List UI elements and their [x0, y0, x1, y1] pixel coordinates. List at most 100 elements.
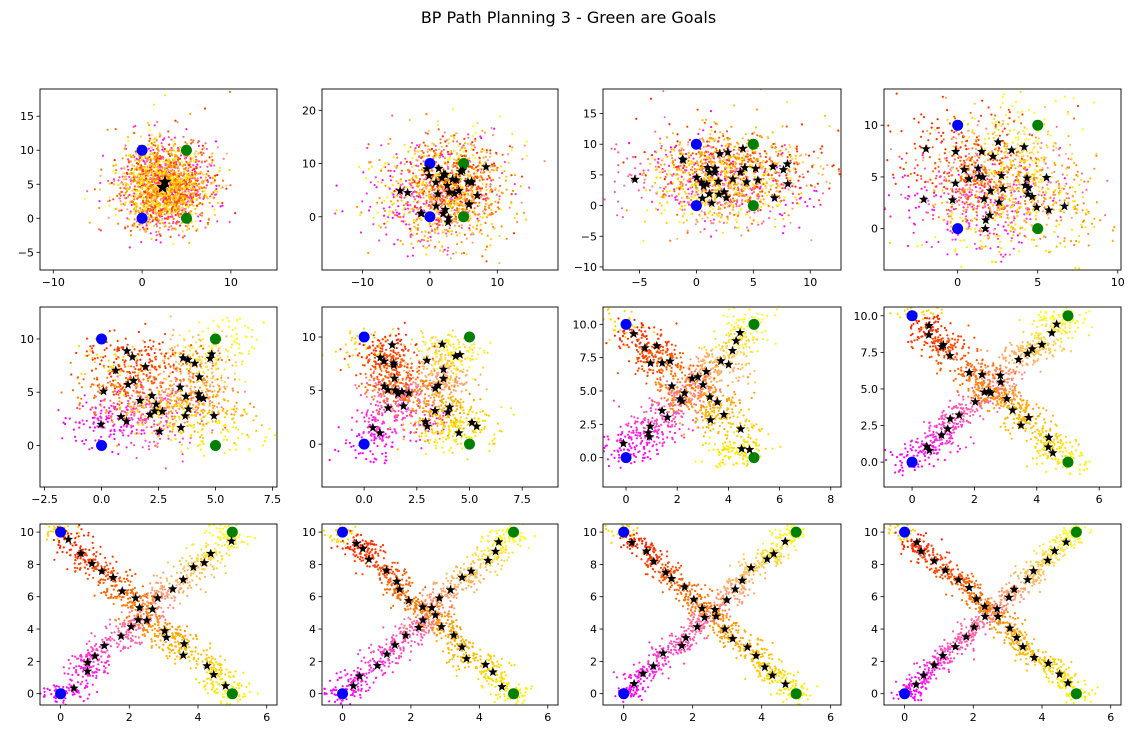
particle: [683, 212, 686, 215]
goal-marker: [458, 158, 470, 170]
particle: [515, 212, 519, 215]
particle: [695, 183, 698, 186]
particle: [726, 218, 730, 221]
particle: [819, 165, 822, 168]
particle: [162, 196, 165, 199]
particle: [704, 158, 708, 161]
particle: [690, 195, 693, 198]
particle: [158, 181, 161, 185]
particle: [734, 218, 738, 221]
x-tick-label: −10: [42, 276, 65, 289]
particle: [442, 155, 445, 158]
particle: [691, 212, 694, 215]
particle: [644, 189, 648, 192]
particle: [383, 165, 386, 168]
particle: [451, 207, 454, 210]
particle: [1059, 216, 1062, 219]
particle: [819, 147, 822, 150]
particle: [664, 185, 667, 188]
particle: [767, 190, 771, 194]
particle: [1011, 210, 1014, 213]
particle: [939, 195, 943, 198]
particle: [118, 197, 121, 200]
particle: [479, 196, 482, 199]
particle: [126, 217, 129, 220]
particle: [516, 220, 519, 224]
particle: [429, 222, 432, 225]
particle: [167, 136, 170, 139]
particle: [682, 148, 685, 151]
particle: [173, 161, 176, 165]
particle: [418, 143, 421, 146]
particle: [666, 155, 669, 158]
particle: [505, 188, 508, 191]
particle: [107, 179, 110, 182]
particle: [763, 172, 766, 176]
particle: [183, 209, 186, 212]
particle: [421, 189, 424, 192]
particle: [131, 224, 134, 227]
particle: [437, 220, 441, 223]
particle: [443, 181, 447, 184]
particle: [410, 192, 413, 195]
particle: [179, 213, 182, 216]
particle: [903, 174, 906, 177]
particle: [150, 195, 153, 198]
particle: [151, 172, 155, 175]
particle: [685, 192, 688, 195]
particle: [153, 141, 156, 144]
particle: [142, 226, 145, 229]
particle: [458, 208, 461, 211]
particle: [465, 188, 468, 191]
particle: [491, 225, 495, 228]
star-marker: [434, 163, 444, 173]
particle: [490, 222, 493, 226]
y-tick-label: 10: [583, 138, 597, 151]
particle: [792, 182, 795, 185]
particle: [413, 181, 416, 184]
particle: [456, 198, 459, 201]
star-marker: [740, 162, 750, 172]
particle: [441, 200, 444, 203]
particle: [407, 150, 410, 153]
particle: [956, 233, 959, 236]
particle: [889, 215, 892, 218]
particle: [729, 156, 732, 159]
particle: [787, 150, 790, 153]
particle: [119, 182, 122, 185]
star-marker: [735, 167, 746, 177]
particle: [702, 145, 705, 148]
particle: [458, 193, 461, 196]
particle: [766, 170, 769, 173]
particle: [170, 210, 173, 213]
particle: [697, 189, 700, 192]
particle: [901, 176, 904, 179]
particle: [415, 164, 418, 167]
particle: [690, 185, 693, 188]
particle: [211, 159, 214, 162]
particle: [200, 160, 203, 164]
particle: [127, 168, 130, 171]
particle: [141, 187, 144, 190]
particle: [735, 157, 738, 160]
particle: [485, 149, 488, 152]
particle: [463, 233, 466, 236]
particle: [161, 148, 164, 151]
particle: [775, 180, 778, 183]
particle: [189, 165, 192, 169]
particle: [201, 187, 204, 190]
particle: [694, 184, 697, 187]
particle: [201, 211, 204, 214]
particle: [651, 200, 654, 203]
particle: [124, 144, 127, 147]
particle: [747, 229, 750, 232]
particle: [703, 211, 706, 214]
particle: [409, 162, 413, 165]
particle: [671, 148, 675, 151]
particle: [476, 121, 479, 125]
particle: [678, 150, 681, 153]
particle: [641, 172, 644, 175]
particle: [732, 193, 736, 196]
particle: [616, 214, 619, 217]
particle: [139, 207, 142, 210]
